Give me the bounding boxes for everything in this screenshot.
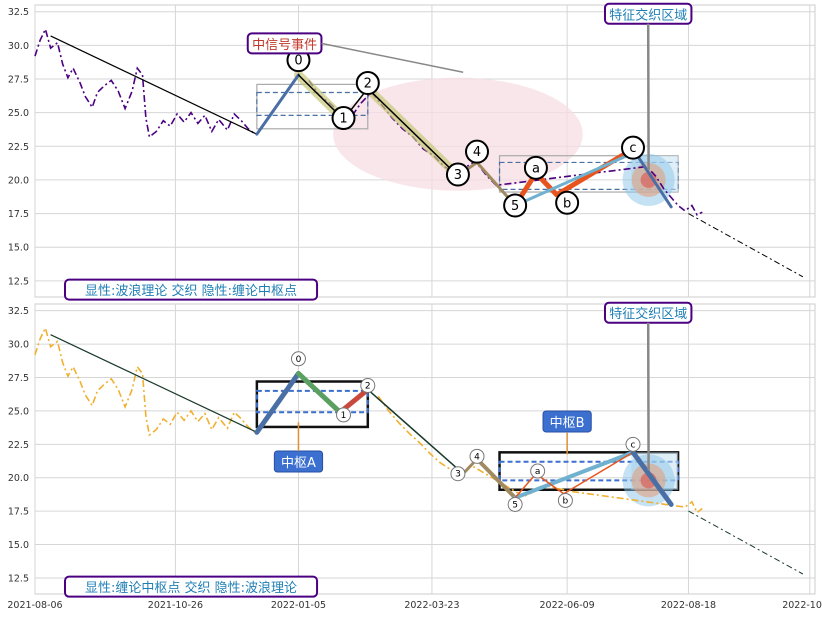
wave-label-marker bbox=[355, 71, 380, 96]
wave-label: 4 bbox=[473, 145, 481, 160]
wave-label-marker bbox=[450, 466, 466, 482]
x-tick-label: 2022-08-18 bbox=[661, 600, 716, 611]
wave-segment bbox=[513, 151, 635, 207]
wave-label-marker bbox=[557, 492, 573, 508]
wave-label: b bbox=[563, 496, 569, 506]
y-tick-label: 22.5 bbox=[8, 142, 29, 153]
wave-label: b bbox=[563, 196, 571, 211]
y-tick-label: 32.5 bbox=[8, 7, 29, 18]
annotation-box bbox=[64, 575, 319, 598]
pivot-zone-inner bbox=[498, 161, 679, 190]
wave-label-marker bbox=[465, 139, 489, 164]
wave-label: 2 bbox=[364, 77, 372, 92]
y-tick-label: 32.5 bbox=[8, 306, 29, 317]
pivot-label-box bbox=[542, 410, 592, 433]
wave-label: 0 bbox=[296, 355, 302, 365]
wave-label-marker bbox=[290, 351, 306, 367]
annotation-box bbox=[603, 301, 693, 324]
wave-segment bbox=[513, 450, 635, 500]
annotation-box bbox=[603, 2, 693, 25]
wave-label: a bbox=[532, 161, 540, 176]
wave-label-marker bbox=[530, 463, 546, 479]
annotation-text: 特征交织区域 bbox=[609, 306, 687, 322]
wave-label: 3 bbox=[454, 168, 462, 183]
y-tick-label: 30.0 bbox=[8, 340, 29, 351]
annotation-text: 中信号事件 bbox=[252, 38, 317, 53]
top-panel: 12.5 15.0 17.5 20.0 22.5 25.0 27.5 30.0 32.5 0 1 2 3… bbox=[8, 2, 816, 301]
wave-label: 2 bbox=[365, 382, 371, 392]
y-tick-label: 12.5 bbox=[8, 276, 29, 287]
pivot-label: 中枢B bbox=[550, 416, 585, 431]
y-tick-label: 12.5 bbox=[8, 573, 29, 584]
wave-segment bbox=[254, 370, 301, 435]
y-tick-label: 20.0 bbox=[8, 175, 29, 186]
wave-label-marker bbox=[523, 155, 548, 180]
x-tick-label: 2022-10-27 bbox=[782, 600, 822, 611]
wave-label: a bbox=[535, 467, 541, 477]
annotation-text: 显性:波浪理论 交织 隐性:缠论中枢点 bbox=[85, 283, 297, 299]
wave-label-marker bbox=[507, 496, 523, 512]
wave-segment bbox=[295, 370, 343, 415]
y-tick-label: 27.5 bbox=[8, 373, 29, 384]
y-tick-label: 20.0 bbox=[8, 473, 29, 484]
wave-segment bbox=[562, 451, 634, 495]
y-tick-label: 17.5 bbox=[8, 507, 29, 518]
wave-label-marker bbox=[555, 190, 580, 215]
annotation-box bbox=[64, 278, 319, 301]
wave-label-marker bbox=[621, 135, 645, 160]
wave-label: c bbox=[629, 141, 636, 156]
wave-label: 1 bbox=[339, 112, 347, 127]
wave-label: 5 bbox=[511, 199, 519, 214]
x-tick-label: 2022-03-23 bbox=[404, 600, 459, 611]
y-tick-label: 27.5 bbox=[8, 75, 29, 86]
wave-label-marker bbox=[360, 378, 376, 394]
wave-label-marker bbox=[336, 407, 352, 423]
feature-circle-inner bbox=[640, 171, 657, 188]
pivot-label: 中枢A bbox=[281, 456, 316, 471]
wave-label-marker bbox=[445, 162, 470, 187]
wave-label: 3 bbox=[455, 470, 461, 480]
wave-label: 0 bbox=[294, 54, 302, 69]
x-tick-label: 2021-10-26 bbox=[148, 600, 203, 611]
pivot-zone-inner bbox=[255, 389, 369, 414]
wave-segment bbox=[255, 73, 300, 136]
wave-label: c bbox=[631, 440, 636, 450]
wave-label-marker bbox=[331, 106, 356, 131]
wave-segment bbox=[631, 147, 673, 209]
annotation-text: 显性:缠论中枢点 交织 隐性:波浪理论 bbox=[85, 580, 297, 596]
x-tick-label: 2021-08-06 bbox=[7, 600, 62, 611]
y-tick-label: 15.0 bbox=[8, 540, 29, 551]
y-tick-label: 30.0 bbox=[8, 41, 29, 52]
y-tick-label: 15.0 bbox=[8, 243, 29, 254]
pivot-zone-inner bbox=[256, 91, 369, 116]
wave-label: 5 bbox=[512, 500, 518, 510]
wave-label-marker bbox=[469, 448, 485, 464]
y-tick-label: 17.5 bbox=[8, 209, 29, 220]
annotation-text: 特征交织区域 bbox=[609, 7, 687, 23]
bottom-panel: 12.5 15.0 17.5 20.0 22.5 25.0 27.5 30.0 32.5 2021… bbox=[7, 301, 822, 611]
wave-segment bbox=[475, 457, 518, 500]
projection-line bbox=[688, 510, 804, 575]
projection-line bbox=[688, 213, 804, 278]
wave-segment bbox=[554, 146, 636, 198]
y-tick-label: 22.5 bbox=[8, 440, 29, 451]
x-tick-label: 2022-06-09 bbox=[540, 600, 595, 611]
signal-arrow bbox=[321, 42, 464, 74]
trend-line bbox=[50, 35, 258, 135]
price-series-line bbox=[34, 26, 256, 139]
wave-segment bbox=[367, 388, 464, 475]
y-tick-label: 25.0 bbox=[8, 406, 29, 417]
price-series-line bbox=[34, 325, 256, 437]
wave-segment bbox=[514, 472, 537, 499]
y-tick-label: 25.0 bbox=[8, 108, 29, 119]
wave-label: 4 bbox=[474, 452, 480, 462]
wave-segment bbox=[367, 87, 459, 177]
wave-label-marker bbox=[625, 436, 641, 452]
x-tick-label: 2022-01-05 bbox=[271, 600, 326, 611]
wave-label: 1 bbox=[341, 411, 347, 421]
wave-label-marker bbox=[503, 193, 528, 218]
wave-segment bbox=[630, 449, 674, 507]
trend-line bbox=[50, 334, 258, 433]
